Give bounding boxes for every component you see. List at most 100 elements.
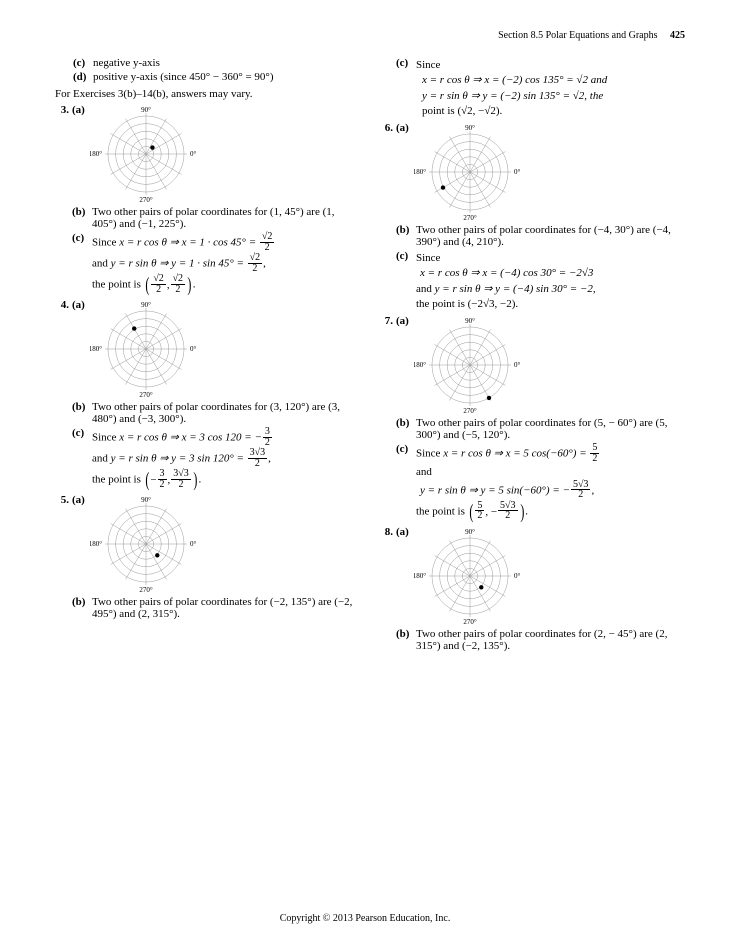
q7-c-content: Since x = r cos θ ⇒ x = 5 cos(−60°) = 52…: [416, 443, 685, 522]
q6-a-graph: 90° 0° 270° 180°: [414, 122, 685, 222]
q7c-and: and: [416, 465, 685, 479]
content-columns: (c) negative y-axis (d) positive y-axis …: [55, 55, 685, 652]
q3c-m1: x = r cos θ ⇒ x = 1 · cos 45° =: [119, 237, 259, 249]
q3-b-text: Two other pairs of polar coordinates for…: [92, 206, 361, 230]
svg-text:0°: 0°: [514, 572, 521, 580]
q3-c-label: (c): [72, 232, 92, 244]
q3-b-label: (b): [72, 206, 92, 218]
label-c: (c): [73, 57, 93, 69]
svg-text:270°: 270°: [463, 618, 477, 626]
svg-text:0°: 0°: [514, 168, 521, 176]
q8-number: 8.: [379, 526, 393, 538]
q7cm1: x = r cos θ ⇒ x = 5 cos(−60°) =: [443, 448, 589, 460]
item-c-text: negative y-axis: [93, 57, 361, 69]
q5-c-content: Since x = r cos θ ⇒ x = (−2) cos 135° = …: [416, 57, 685, 119]
svg-text:180°: 180°: [414, 361, 426, 369]
q3c-pre3: the point is: [92, 279, 144, 291]
q6-c-label: (c): [396, 250, 416, 262]
q7cm2: y = r sin θ ⇒ y = 5 sin(−60°) = −: [420, 484, 570, 496]
svg-text:180°: 180°: [414, 572, 426, 580]
q6-b-text: Two other pairs of polar coordinates for…: [416, 224, 685, 248]
q6c2p: and: [416, 283, 435, 295]
q4-a-label: (a): [72, 299, 90, 311]
q7c-pre1: Since: [416, 448, 443, 460]
q7-b-label: (b): [396, 417, 416, 429]
svg-text:0°: 0°: [190, 150, 197, 158]
q4c-m2: y = r sin θ ⇒ y = 3 sin 120° =: [111, 453, 247, 465]
q5c1: Since: [416, 58, 685, 72]
q6c3: the point is (−2√3, −2).: [416, 297, 685, 311]
svg-text:270°: 270°: [463, 407, 477, 415]
q7-number: 7.: [379, 315, 393, 327]
q3-a-graph: 90° 0° 270° 180°: [90, 104, 361, 204]
q4c-pre3: the point is: [92, 474, 144, 486]
svg-text:270°: 270°: [463, 214, 477, 222]
svg-text:90°: 90°: [141, 106, 151, 114]
q5c3: y = r sin θ ⇒ y = (−2) sin 135° = √2, th…: [422, 90, 603, 102]
svg-text:270°: 270°: [139, 391, 153, 399]
q8-b-text: Two other pairs of polar coordinates for…: [416, 628, 685, 652]
svg-text:90°: 90°: [465, 317, 475, 325]
q6c0: Since: [416, 251, 685, 265]
section-title: Section 8.5 Polar Equations and Graphs: [498, 30, 657, 41]
q5-c-label: (c): [396, 57, 416, 69]
q4-c-content: Since x = r cos θ ⇒ x = 3 cos 120 = −32 …: [92, 427, 361, 491]
svg-text:90°: 90°: [465, 124, 475, 132]
q4-number: 4.: [55, 299, 69, 311]
q4-b-label: (b): [72, 401, 92, 413]
q3-a-label: (a): [72, 104, 90, 116]
svg-text:90°: 90°: [141, 301, 151, 309]
q3c-pre2: and: [92, 258, 111, 270]
q5-b-label: (b): [72, 596, 92, 608]
svg-text:0°: 0°: [190, 345, 197, 353]
q3c-m2: y = r sin θ ⇒ y = 1 · sin 45° =: [111, 258, 247, 270]
q8-a-label: (a): [396, 526, 414, 538]
footer-copyright: Copyright © 2013 Pearson Education, Inc.: [0, 913, 730, 924]
q4-c-label: (c): [72, 427, 92, 439]
svg-text:270°: 270°: [139, 586, 153, 594]
q5-b-text: Two other pairs of polar coordinates for…: [92, 596, 361, 620]
q7-c-label: (c): [396, 443, 416, 455]
svg-text:270°: 270°: [139, 196, 153, 204]
page-number: 425: [670, 30, 685, 41]
q5-a-label: (a): [72, 494, 90, 506]
svg-text:90°: 90°: [141, 496, 151, 504]
svg-text:180°: 180°: [90, 540, 102, 548]
q3-number: 3.: [55, 104, 69, 116]
svg-text:180°: 180°: [90, 150, 102, 158]
page: Section 8.5 Polar Equations and Graphs 4…: [0, 0, 730, 944]
q5-a-graph: 90° 0° 270° 180°: [90, 494, 361, 594]
item-d-text: positive y-axis (since 450° − 360° = 90°…: [93, 71, 361, 83]
q6-b-label: (b): [396, 224, 416, 236]
q4c-m1: x = r cos θ ⇒ x = 3 cos 120 = −: [119, 432, 262, 444]
svg-text:180°: 180°: [414, 168, 426, 176]
q4-b-text: Two other pairs of polar coordinates for…: [92, 401, 361, 425]
q6-number: 6.: [379, 122, 393, 134]
q7-b-text: Two other pairs of polar coordinates for…: [416, 417, 685, 441]
svg-text:90°: 90°: [465, 528, 475, 536]
q5-number: 5.: [55, 494, 69, 506]
q6c2: y = r sin θ ⇒ y = (−4) sin 30° = −2,: [435, 283, 596, 295]
q6-a-label: (a): [396, 122, 414, 134]
q3-c-content: Since x = r cos θ ⇒ x = 1 · cos 45° = √2…: [92, 232, 361, 296]
exercises-note: For Exercises 3(b)–14(b), answers may va…: [55, 87, 361, 101]
q7-a-label: (a): [396, 315, 414, 327]
svg-text:180°: 180°: [90, 345, 102, 353]
right-column: (c) Since x = r cos θ ⇒ x = (−2) cos 135…: [379, 55, 685, 652]
q6-c-content: Since x = r cos θ ⇒ x = (−4) cos 30° = −…: [416, 250, 685, 312]
left-column: (c) negative y-axis (d) positive y-axis …: [55, 55, 361, 652]
q3c-pre1: Since: [92, 237, 119, 249]
svg-text:0°: 0°: [190, 540, 197, 548]
q4c-pre2: and: [92, 453, 111, 465]
q7-a-graph: 90° 0° 270° 180°: [414, 315, 685, 415]
q4-a-graph: 90° 0° 270° 180°: [90, 299, 361, 399]
q7c-pre3: the point is: [416, 505, 468, 517]
q8-a-graph: 90° 0° 270° 180°: [414, 526, 685, 626]
q6c1: x = r cos θ ⇒ x = (−4) cos 30° = −2√3: [420, 267, 593, 279]
svg-text:0°: 0°: [514, 361, 521, 369]
q4c-pre1: Since: [92, 432, 119, 444]
q8-b-label: (b): [396, 628, 416, 640]
q5c2: x = r cos θ ⇒ x = (−2) cos 135° = √2 and: [422, 74, 607, 86]
page-header: Section 8.5 Polar Equations and Graphs 4…: [55, 30, 685, 41]
q5c4: point is (√2, −√2).: [422, 104, 685, 118]
